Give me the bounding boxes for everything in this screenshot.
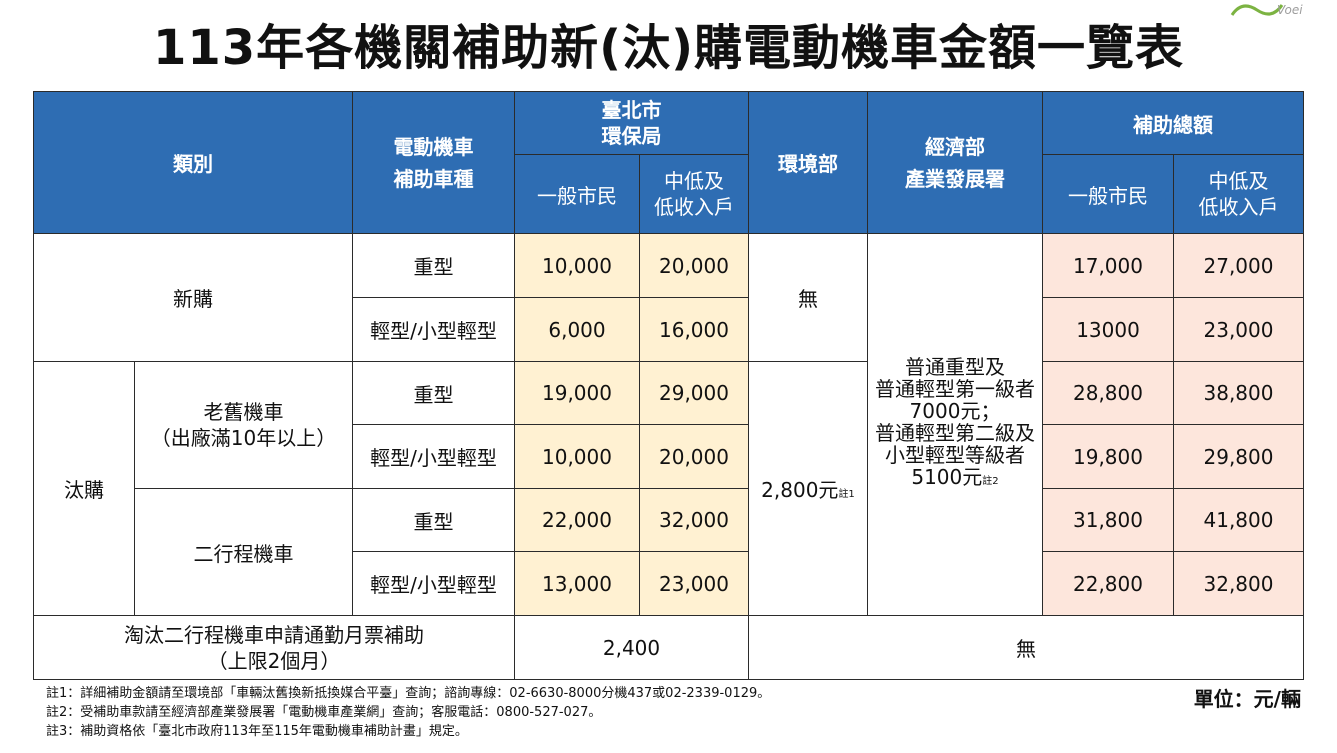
footnote: 註1：詳細補助金額請至環境部「車輛汰舊換新抵換媒合平臺」查詢；諮詢專線：02-6… xyxy=(46,686,771,701)
cell-total-general: 31,800 xyxy=(1042,488,1174,552)
moea-note-text: 普通重型及 普通輕型第一級者 7000元； 普通輕型第二級及 小型輕型等級者 5… xyxy=(875,355,1035,489)
unit-label: 單位：元/輛 xyxy=(1193,687,1301,711)
cell-taipei-general: 6,000 xyxy=(514,297,640,362)
cell-taipei-low: 20,000 xyxy=(639,233,749,298)
cell-taipei-general: 19,000 xyxy=(514,361,640,425)
subcategory-old-scooter: 老舊機車 （出廠滿10年以上） xyxy=(134,361,353,489)
cell-moenv-replace: 2,800元註1 xyxy=(748,361,868,616)
type-light: 輕型/小型輕型 xyxy=(352,297,515,362)
header-moea-ida: 經濟部 產業發展署 xyxy=(867,91,1043,234)
header-total-general: 一般市民 xyxy=(1042,154,1174,234)
type-light: 輕型/小型輕型 xyxy=(352,551,515,616)
cell-total-general: 13000 xyxy=(1042,297,1174,362)
cell-taipei-low: 16,000 xyxy=(639,297,749,362)
cell-taipei-low: 23,000 xyxy=(639,551,749,616)
cell-total-low: 23,000 xyxy=(1173,297,1304,362)
subsidy-table: 類別 電動機車 補助車種 臺北市 環保局 環境部 經濟部 產業發展署 補助總額 … xyxy=(33,91,1304,680)
cell-total-low: 41,800 xyxy=(1173,488,1304,552)
cell-moea-note: 普通重型及 普通輕型第一級者 7000元； 普通輕型第二級及 小型輕型等級者 5… xyxy=(867,233,1043,616)
category-replace: 汰購 xyxy=(33,361,135,616)
cell-taipei-low: 20,000 xyxy=(639,424,749,489)
cell-total-low: 27,000 xyxy=(1173,233,1304,298)
moenv-replace-value: 2,800元 xyxy=(761,478,839,502)
cell-taipei-general: 10,000 xyxy=(514,424,640,489)
cell-taipei-general: 22,000 xyxy=(514,488,640,552)
type-heavy: 重型 xyxy=(352,233,515,298)
cell-moenv-new: 無 xyxy=(748,233,868,362)
cell-taipei-general: 13,000 xyxy=(514,551,640,616)
commute-other: 無 xyxy=(748,615,1304,680)
page-title: 113年各機關補助新(汰)購電動機車金額一覽表 xyxy=(152,20,1185,76)
cell-total-low: 32,800 xyxy=(1173,551,1304,616)
category-new: 新購 xyxy=(33,233,353,362)
cell-taipei-low: 32,000 xyxy=(639,488,749,552)
header-taipei-general: 一般市民 xyxy=(514,154,640,234)
type-light: 輕型/小型輕型 xyxy=(352,424,515,489)
commute-label: 淘汰二行程機車申請通勤月票補助 （上限2個月） xyxy=(33,615,515,680)
footnotes: 註1：詳細補助金額請至環境部「車輛汰舊換新抵換媒合平臺」查詢；諮詢專線：02-6… xyxy=(46,684,770,741)
cell-total-general: 19,800 xyxy=(1042,424,1174,489)
header-moenv: 環境部 xyxy=(748,91,868,234)
commute-value: 2,400 xyxy=(514,615,749,680)
type-heavy: 重型 xyxy=(352,488,515,552)
header-total: 補助總額 xyxy=(1042,91,1304,155)
cell-total-general: 28,800 xyxy=(1042,361,1174,425)
cell-total-general: 22,800 xyxy=(1042,551,1174,616)
header-vehicle-type: 電動機車 補助車種 xyxy=(352,91,515,234)
logo: Voei xyxy=(1230,3,1303,17)
moea-note-mark: 註2 xyxy=(982,476,999,487)
moenv-replace-note: 註1 xyxy=(838,489,855,500)
cell-total-low: 29,800 xyxy=(1173,424,1304,489)
header-category: 類別 xyxy=(33,91,353,234)
header-total-low: 中低及 低收入戶 xyxy=(1173,154,1304,234)
cell-taipei-general: 10,000 xyxy=(514,233,640,298)
cell-taipei-low: 29,000 xyxy=(639,361,749,425)
footnote: 註3：補助資格依「臺北市政府113年至115年電動機車補助計畫」規定。 xyxy=(46,724,468,739)
header-taipei-low: 中低及 低收入戶 xyxy=(639,154,749,234)
subcategory-two-stroke: 二行程機車 xyxy=(134,488,353,616)
type-heavy: 重型 xyxy=(352,361,515,425)
cell-total-general: 17,000 xyxy=(1042,233,1174,298)
header-taipei-epb: 臺北市 環保局 xyxy=(514,91,749,155)
footnote: 註2：受補助車款請至經濟部產業發展署「電動機車產業網」查詢；客服電話：0800-… xyxy=(46,705,602,720)
cell-total-low: 38,800 xyxy=(1173,361,1304,425)
svg-text:Voei: Voei xyxy=(1277,3,1303,17)
